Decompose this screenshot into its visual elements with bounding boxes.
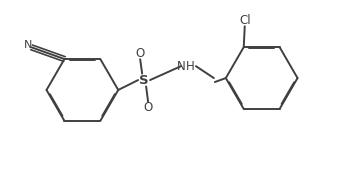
Text: Cl: Cl: [239, 14, 251, 27]
Text: O: O: [144, 101, 153, 114]
Text: H: H: [186, 60, 194, 73]
Text: N: N: [177, 60, 185, 73]
Text: O: O: [136, 47, 145, 60]
Text: S: S: [139, 74, 149, 87]
Text: N: N: [24, 40, 32, 50]
